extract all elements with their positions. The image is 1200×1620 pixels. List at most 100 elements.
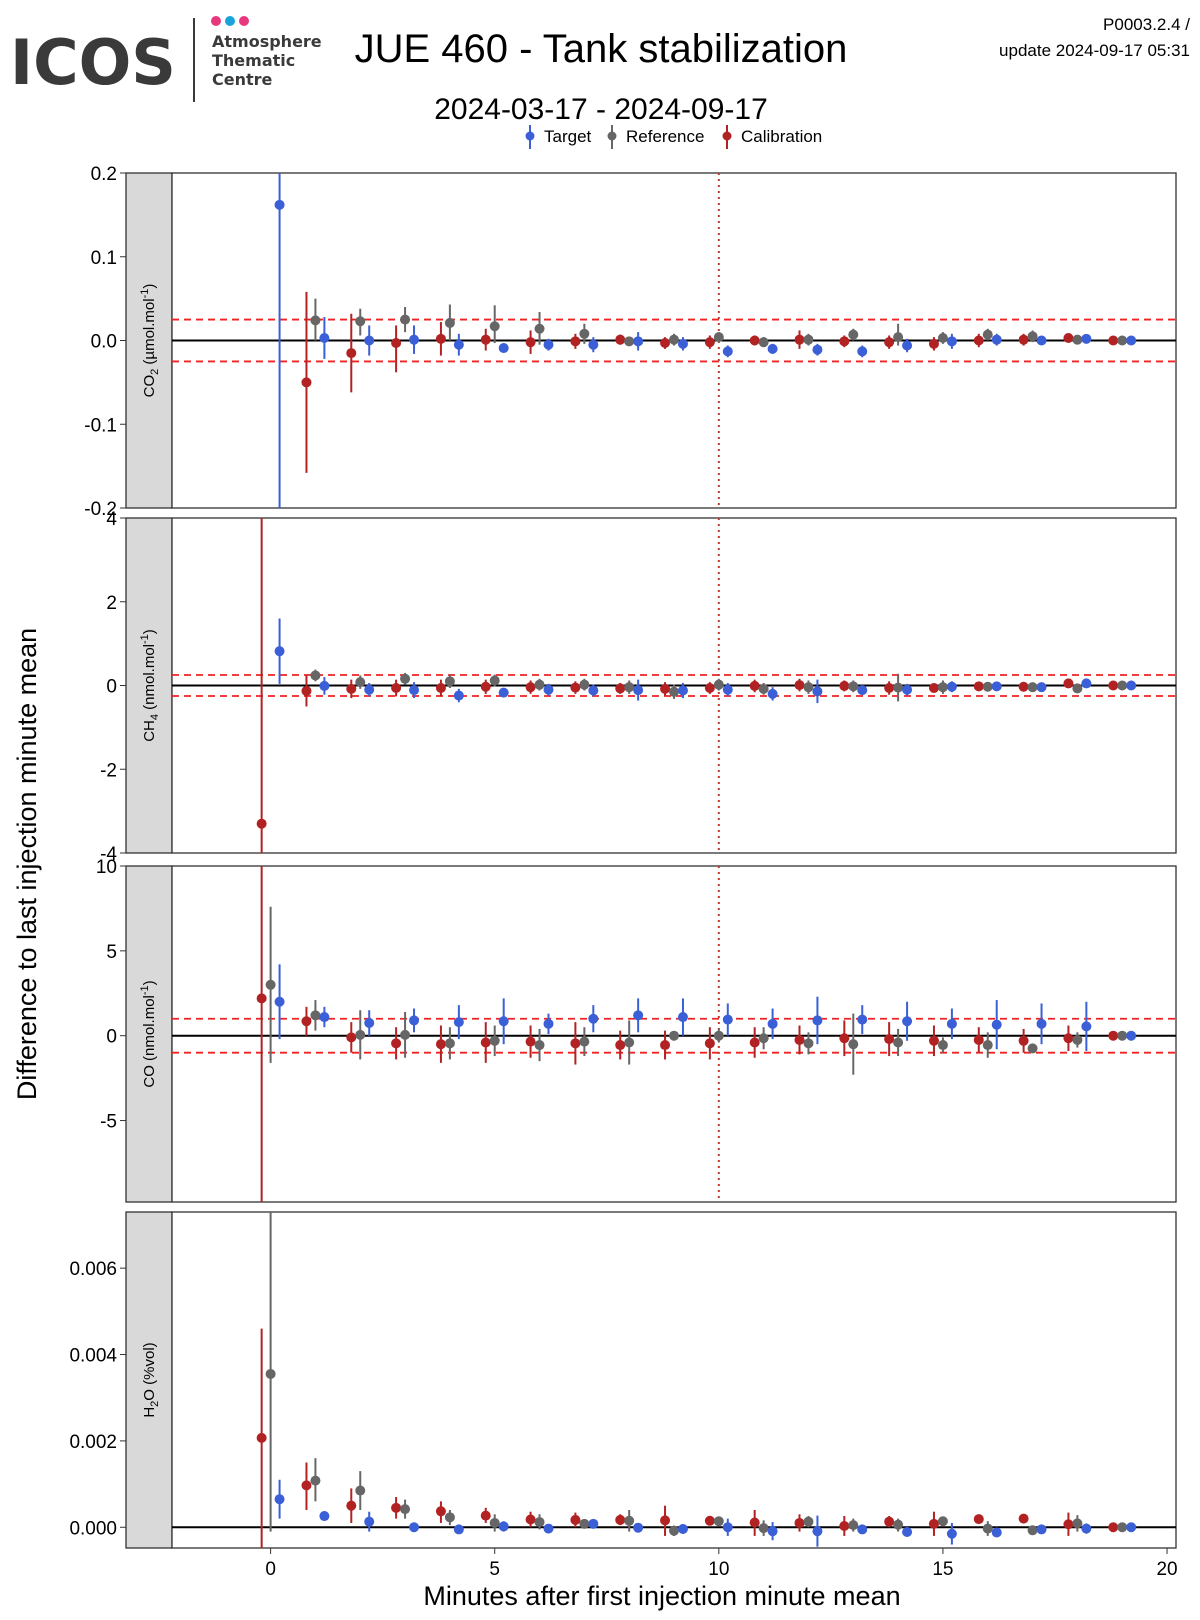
data-point bbox=[633, 685, 644, 696]
data-point bbox=[884, 683, 895, 694]
data-point bbox=[409, 685, 420, 696]
data-point bbox=[355, 1485, 366, 1496]
data-point bbox=[534, 679, 545, 690]
y-tick-label: 0.000 bbox=[69, 1518, 117, 1539]
data-point bbox=[893, 682, 904, 693]
legend-label: Target bbox=[544, 127, 592, 146]
data-point bbox=[1063, 1033, 1074, 1044]
series-reference bbox=[265, 906, 1128, 1075]
data-point bbox=[435, 683, 446, 694]
y-tick-label: 0.002 bbox=[69, 1432, 117, 1453]
y-tick-label: -0.1 bbox=[84, 415, 117, 436]
data-point bbox=[256, 993, 267, 1004]
x-tick-label: 0 bbox=[265, 1559, 276, 1580]
data-point bbox=[704, 683, 715, 694]
data-point bbox=[946, 681, 957, 692]
data-point bbox=[310, 1475, 321, 1486]
data-point bbox=[704, 1515, 715, 1526]
series-target bbox=[274, 173, 1137, 508]
data-point bbox=[1027, 331, 1038, 342]
data-point bbox=[480, 1510, 491, 1521]
panel-plot-area bbox=[172, 866, 1176, 1202]
data-point bbox=[839, 680, 850, 691]
data-point bbox=[301, 377, 312, 388]
legend-label: Calibration bbox=[741, 127, 822, 146]
data-point bbox=[265, 1368, 276, 1379]
data-point bbox=[857, 1014, 868, 1025]
data-point bbox=[1108, 1522, 1119, 1533]
data-point bbox=[444, 317, 455, 328]
data-point bbox=[991, 334, 1002, 345]
data-point bbox=[677, 1523, 688, 1534]
data-point bbox=[848, 1520, 859, 1531]
data-point bbox=[839, 1033, 850, 1044]
data-point bbox=[946, 1018, 957, 1029]
data-point bbox=[301, 685, 312, 696]
data-point bbox=[704, 1038, 715, 1049]
legend-key-point bbox=[722, 131, 732, 141]
logo-dot bbox=[239, 16, 249, 26]
x-tick-label: 10 bbox=[708, 1559, 729, 1580]
data-point bbox=[677, 1012, 688, 1023]
data-point bbox=[982, 329, 993, 340]
data-point bbox=[749, 1037, 760, 1048]
data-point bbox=[409, 1015, 420, 1026]
data-point bbox=[749, 680, 760, 691]
data-point bbox=[453, 690, 464, 701]
data-point bbox=[937, 1040, 948, 1051]
data-point bbox=[301, 1480, 312, 1491]
series-target bbox=[274, 1479, 1137, 1547]
data-point bbox=[480, 681, 491, 692]
data-point bbox=[1018, 1035, 1029, 1046]
data-point bbox=[265, 979, 276, 990]
data-point bbox=[812, 1015, 823, 1026]
data-point bbox=[928, 683, 939, 694]
data-point bbox=[1036, 1018, 1047, 1029]
data-point bbox=[704, 337, 715, 348]
y-tick-label: 0.006 bbox=[69, 1259, 117, 1280]
data-point bbox=[902, 340, 913, 351]
data-point bbox=[749, 1517, 760, 1528]
series-calibration bbox=[256, 866, 1119, 1202]
data-point bbox=[391, 338, 402, 349]
data-point bbox=[669, 334, 679, 345]
data-point bbox=[489, 1517, 500, 1528]
data-point bbox=[1072, 683, 1083, 694]
data-point bbox=[1072, 334, 1083, 345]
data-point bbox=[848, 1039, 859, 1050]
data-point bbox=[839, 336, 850, 347]
data-point bbox=[749, 335, 760, 346]
chart-legend: Target Reference Calibration bbox=[525, 125, 822, 149]
data-point bbox=[391, 1038, 402, 1049]
data-point bbox=[758, 1033, 769, 1044]
data-point bbox=[1117, 1030, 1128, 1041]
data-point bbox=[364, 335, 375, 346]
data-point bbox=[570, 336, 581, 347]
series-target bbox=[274, 618, 1137, 704]
data-point bbox=[991, 1527, 1002, 1538]
data-point bbox=[794, 1034, 805, 1045]
data-point bbox=[400, 314, 411, 325]
data-point bbox=[722, 346, 733, 357]
series-calibration bbox=[301, 291, 1119, 473]
data-point bbox=[364, 1017, 375, 1028]
data-point bbox=[812, 686, 823, 697]
data-point bbox=[355, 316, 366, 327]
data-point bbox=[884, 1034, 895, 1045]
data-point bbox=[660, 1040, 671, 1051]
data-point bbox=[453, 1524, 464, 1535]
data-point bbox=[588, 1518, 599, 1529]
y-tick-label: 4 bbox=[106, 509, 117, 530]
data-point bbox=[982, 1040, 993, 1051]
data-point bbox=[1027, 1525, 1038, 1536]
panel-1: CO2 (µmol.mol-1) -0.2 -0.1 0.0 0.1 0.2 bbox=[84, 164, 1177, 520]
data-point bbox=[534, 323, 545, 334]
data-point bbox=[857, 685, 868, 696]
panels-group: CO2 (µmol.mol-1) -0.2 -0.1 0.0 0.1 0.2 CH4 (nm… bbox=[69, 164, 1177, 1549]
icos-logo-text: ICOS bbox=[10, 26, 176, 99]
data-point bbox=[1063, 332, 1074, 343]
y-tick-label: 0.1 bbox=[91, 248, 117, 269]
data-point bbox=[803, 682, 814, 693]
data-point bbox=[534, 1517, 545, 1528]
data-point bbox=[489, 675, 500, 686]
